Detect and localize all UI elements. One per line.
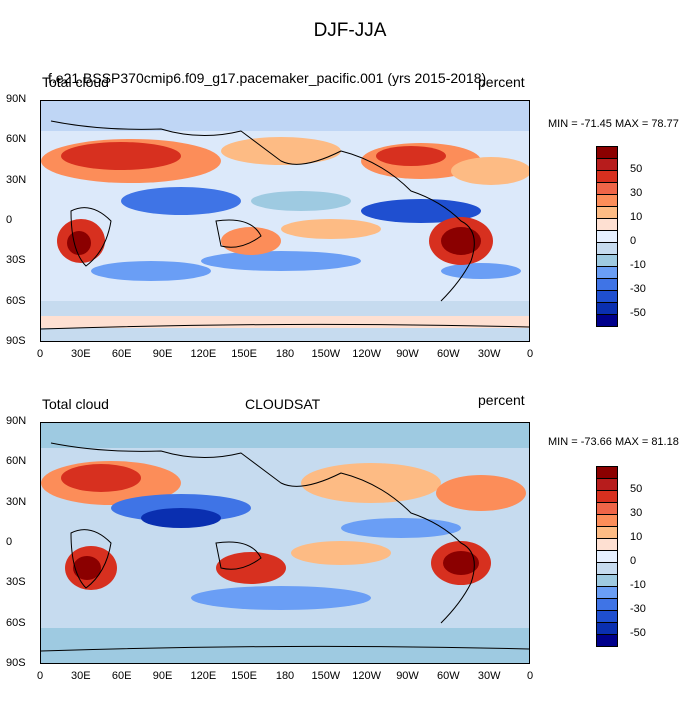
colorbar-label: 0 (630, 555, 637, 567)
colorbar-label: 10 (630, 531, 643, 543)
min-max-label: MIN = -71.45 MAX = 78.77 (548, 118, 679, 130)
lon-tick-label: 0 (526, 348, 534, 360)
colorbar-swatch (596, 314, 618, 327)
lon-tick-label: 60W (437, 348, 460, 360)
colorbar-label: 50 (630, 483, 643, 495)
colorbar (596, 146, 618, 327)
panel-right-string: percent (478, 392, 525, 408)
lon-tick-label: 90W (396, 348, 419, 360)
lat-tick-label: 0 (6, 536, 13, 548)
colorbar-label: 10 (630, 211, 643, 223)
lat-tick-label: 90S (6, 657, 26, 669)
lon-tick-label: 90E (152, 348, 173, 360)
panel-left-string: Total cloud (42, 74, 109, 90)
lat-tick-label: 30N (6, 495, 27, 508)
min-max-label: MIN = -73.66 MAX = 81.18 (548, 436, 679, 448)
lon-tick-label: 0 (36, 348, 44, 360)
map-svg (41, 423, 529, 663)
lon-tick-label: 0 (36, 670, 44, 682)
colorbar (596, 466, 618, 647)
map-plot (40, 422, 530, 664)
lon-tick-label: 90W (396, 670, 419, 682)
figure-title: DJF-JJA (313, 20, 387, 41)
lat-tick-label: 30N (6, 173, 27, 186)
lon-tick-label: 150W (311, 348, 341, 360)
lon-tick-label: 60E (111, 348, 132, 360)
lon-tick-label: 60E (111, 670, 132, 682)
lon-tick-label: 150E (231, 348, 258, 360)
panel-center-string: f.e21.BSSP370cmip6.f09_g17.pacemaker_pac… (48, 70, 487, 86)
map-svg (41, 101, 529, 341)
lat-tick-label: 60N (6, 133, 27, 146)
lon-tick-label: 60W (437, 670, 460, 682)
lat-tick-label: 90N (6, 415, 27, 427)
lat-tick-label: 90N (6, 93, 27, 105)
lon-tick-label: 30E (71, 670, 91, 682)
panel-right-string: percent (478, 74, 525, 90)
lon-tick-label: 30W (477, 670, 501, 682)
colorbar-label: 30 (630, 187, 643, 199)
lat-tick-label: 60N (6, 455, 27, 468)
colorbar-label: 0 (630, 235, 637, 247)
colorbar-label: -50 (630, 307, 646, 319)
lon-tick-label: 120W (352, 348, 382, 360)
lat-tick-label: 60S (6, 616, 26, 629)
lon-tick-label: 150W (311, 670, 341, 682)
lat-tick-label: 90S (6, 335, 26, 347)
lon-tick-label: 120E (190, 348, 217, 360)
lon-tick-label: 30W (477, 348, 501, 360)
lon-tick-label: 120E (190, 670, 217, 682)
lat-tick-label: 30S (6, 576, 26, 589)
lon-tick-label: 180 (275, 348, 295, 360)
panel-left-string: Total cloud (42, 396, 109, 412)
panel-center-string: CLOUDSAT (245, 396, 321, 412)
colorbar-label: -10 (630, 579, 646, 591)
colorbar-label: -30 (630, 603, 646, 615)
lon-tick-label: 120W (352, 670, 382, 682)
colorbar-label: 50 (630, 163, 643, 175)
colorbar-label: -10 (630, 259, 646, 271)
colorbar-label: -50 (630, 627, 646, 639)
panel-model: Total cloud f.e21.BSSP370cmip6.f09_g17.p… (0, 70, 700, 390)
map-plot (40, 100, 530, 342)
colorbar-label: 30 (630, 507, 643, 519)
lon-tick-label: 0 (526, 670, 534, 682)
colorbar-swatch (596, 634, 618, 647)
lon-tick-label: 150E (231, 670, 258, 682)
colorbar-label: -30 (630, 283, 646, 295)
panel-obs: Total cloud CLOUDSAT percent (0, 392, 700, 712)
lon-tick-label: 90E (152, 670, 173, 682)
lon-tick-label: 180 (275, 670, 295, 682)
lat-tick-label: 60S (6, 294, 26, 307)
lat-tick-label: 0 (6, 214, 13, 226)
lon-tick-label: 30E (71, 348, 91, 360)
lat-tick-label: 30S (6, 254, 26, 267)
